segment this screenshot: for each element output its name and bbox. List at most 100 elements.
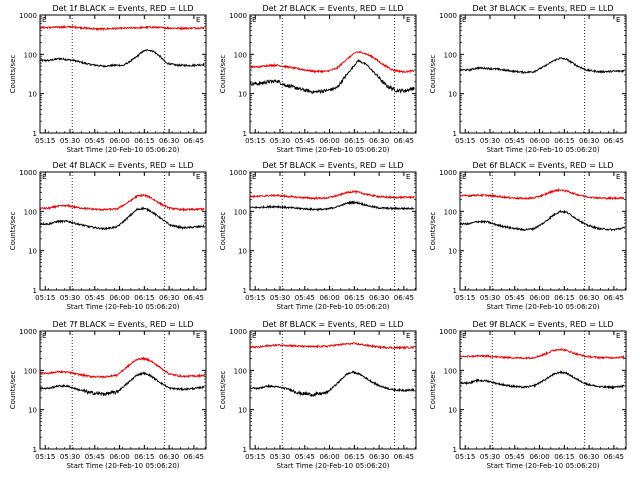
panel-title: Det 6f BLACK = Events, RED = LLD <box>472 161 613 170</box>
corner-marker-right: E <box>616 16 620 24</box>
x-tick-label: 06:45 <box>184 294 204 302</box>
corner-marker-left: E <box>462 173 466 181</box>
y-tick-label: 1 <box>33 287 37 295</box>
corner-marker-left: E <box>42 173 46 181</box>
x-tick-label: 06:30 <box>369 294 389 302</box>
series-line-lld <box>39 24 205 32</box>
panel-title: Det 9f BLACK = Events, RED = LLD <box>472 320 613 329</box>
y-axis-label: Counts/sec <box>9 55 17 94</box>
y-tick-label: 10 <box>448 248 457 256</box>
corner-marker-right: E <box>196 173 200 181</box>
y-tick-label: 100 <box>24 208 37 216</box>
x-tick-label: 05:30 <box>480 137 500 145</box>
y-tick-label: 1000 <box>439 328 457 336</box>
x-tick-label: 06:00 <box>529 137 549 145</box>
y-axis-label: Counts/sec <box>9 212 17 251</box>
x-tick-label: 06:00 <box>109 137 129 145</box>
series-line-lld <box>459 347 625 361</box>
x-tick-label: 06:15 <box>134 137 154 145</box>
x-tick-label: 06:00 <box>319 137 339 145</box>
y-tick-label: 1 <box>243 446 247 454</box>
x-tick-label: 06:30 <box>579 294 599 302</box>
x-axis-label: Start Time (20-Feb-10 05:06:20) <box>276 146 389 154</box>
y-tick-label: 100 <box>444 367 457 375</box>
x-tick-label: 06:45 <box>394 453 414 461</box>
x-tick-label: 06:30 <box>369 453 389 461</box>
x-tick-label: 06:15 <box>344 294 364 302</box>
x-tick-label: 05:30 <box>270 453 290 461</box>
y-tick-label: 1 <box>33 130 37 138</box>
corner-marker-left: E <box>462 332 466 340</box>
x-tick-label: 06:15 <box>134 453 154 461</box>
x-tick-label: 06:45 <box>184 453 204 461</box>
corner-marker-left: E <box>462 16 466 24</box>
x-tick-label: 05:15 <box>245 453 265 461</box>
x-tick-label: 06:00 <box>109 453 129 461</box>
x-tick-label: 06:45 <box>394 137 414 145</box>
x-axis-label: Start Time (20-Feb-10 05:06:20) <box>276 462 389 470</box>
x-tick-label: 05:15 <box>35 294 55 302</box>
x-tick-label: 06:00 <box>529 294 549 302</box>
series-line-lld <box>249 50 415 74</box>
series-line-lld <box>39 356 205 379</box>
x-tick-label: 06:00 <box>319 453 339 461</box>
x-tick-label: 06:45 <box>394 294 414 302</box>
y-tick-label: 1 <box>453 287 457 295</box>
x-axis-label: Start Time (20-Feb-10 05:06:20) <box>486 303 599 311</box>
x-tick-label: 05:30 <box>270 137 290 145</box>
y-tick-label: 1 <box>243 130 247 138</box>
x-tick-label: 05:15 <box>455 294 475 302</box>
series-line-events <box>249 370 415 398</box>
x-tick-label: 05:45 <box>505 294 525 302</box>
plot-frame <box>459 330 627 450</box>
x-tick-label: 06:30 <box>579 453 599 461</box>
y-axis-label: Counts/sec <box>219 212 227 251</box>
corner-marker-right: E <box>196 16 200 24</box>
y-axis-label: Counts/sec <box>219 55 227 94</box>
series-line-events <box>40 206 205 231</box>
x-tick-label: 06:30 <box>369 137 389 145</box>
x-tick-label: 05:45 <box>85 294 105 302</box>
y-tick-label: 1000 <box>229 169 247 177</box>
x-axis-label: Start Time (20-Feb-10 05:06:20) <box>486 146 599 154</box>
x-tick-label: 05:15 <box>455 137 475 145</box>
x-tick-label: 05:30 <box>480 453 500 461</box>
y-tick-label: 1000 <box>439 12 457 20</box>
y-tick-label: 100 <box>444 208 457 216</box>
corner-marker-left: E <box>252 16 256 24</box>
corner-marker-left: E <box>252 332 256 340</box>
corner-marker-right: E <box>616 173 620 181</box>
x-axis-label: Start Time (20-Feb-10 05:06:20) <box>66 462 179 470</box>
x-tick-label: 06:15 <box>554 294 574 302</box>
x-tick-label: 06:30 <box>579 137 599 145</box>
x-tick-label: 05:15 <box>245 137 265 145</box>
x-tick-label: 05:45 <box>295 453 315 461</box>
plot-frame <box>459 171 627 291</box>
corner-marker-left: E <box>252 173 256 181</box>
x-axis-label: Start Time (20-Feb-10 05:06:20) <box>486 462 599 470</box>
x-tick-label: 05:30 <box>60 453 80 461</box>
y-tick-label: 10 <box>28 407 37 415</box>
corner-marker-right: E <box>406 173 410 181</box>
panel-title: Det 4f BLACK = Events, RED = LLD <box>52 161 193 170</box>
y-tick-label: 10 <box>238 407 247 415</box>
y-tick-label: 10 <box>448 407 457 415</box>
x-tick-label: 05:45 <box>85 453 105 461</box>
panel-title: Det 5f BLACK = Events, RED = LLD <box>262 161 403 170</box>
y-tick-label: 10 <box>28 91 37 99</box>
x-tick-label: 05:30 <box>270 294 290 302</box>
panel-title: Det 8f BLACK = Events, RED = LLD <box>262 320 403 329</box>
y-tick-label: 100 <box>24 367 37 375</box>
x-tick-label: 06:15 <box>344 137 364 145</box>
x-axis-label: Start Time (20-Feb-10 05:06:20) <box>276 303 389 311</box>
series-line-lld <box>249 189 415 201</box>
x-tick-label: 06:00 <box>529 453 549 461</box>
